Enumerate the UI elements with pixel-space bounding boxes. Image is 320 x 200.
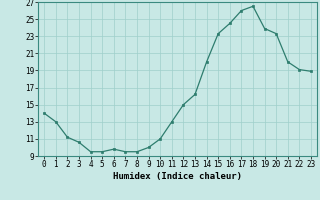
X-axis label: Humidex (Indice chaleur): Humidex (Indice chaleur) (113, 172, 242, 181)
